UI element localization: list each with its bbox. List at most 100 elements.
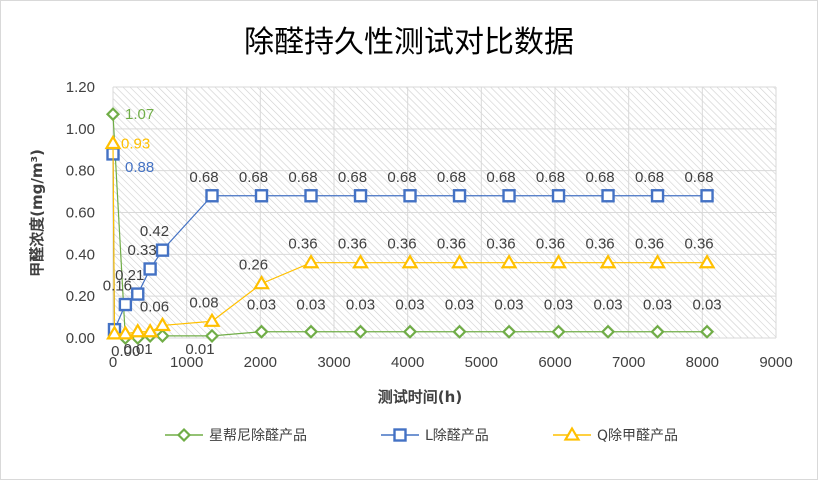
y-tick-label: 0.60 (66, 205, 95, 222)
data-point (402, 324, 418, 339)
legend-entry: Q除甲醛产品 (553, 426, 678, 444)
x-tick-label: 8000 (686, 354, 719, 371)
data-point (551, 189, 566, 203)
data-point (116, 325, 134, 340)
data-label: 0.36 (387, 236, 416, 253)
data-point (393, 428, 407, 442)
y-tick-labels: 0.00 0.20 0.40 0.60 0.80 1.00 1.20 (66, 79, 95, 347)
data-point (154, 316, 171, 332)
data-point (699, 324, 715, 339)
data-label: 0.16 (103, 278, 132, 295)
y-tick-label: 1.20 (66, 79, 95, 96)
series-group (104, 107, 716, 346)
data-point (600, 324, 616, 339)
data-point (302, 254, 320, 269)
y-tick-label: 0.40 (66, 246, 95, 263)
y-tick-label: 0.00 (66, 330, 95, 347)
data-point (204, 328, 220, 343)
legend-label: 星帮尼除醛产品 (209, 428, 307, 444)
data-point (451, 254, 468, 269)
data-label: 1.07 (125, 106, 154, 123)
legend-label: L除醛产品 (425, 428, 489, 444)
data-label: 0.21 (115, 267, 144, 284)
data-label: 0.68 (338, 169, 367, 186)
y-tick-label: 0.80 (66, 163, 95, 180)
data-label: 0.01 (124, 341, 153, 358)
data-label: 0.68 (288, 169, 317, 186)
data-point (303, 324, 319, 339)
data-point (106, 325, 123, 340)
data-point (155, 243, 170, 257)
legend-entry: 星帮尼除醛产品 (165, 427, 307, 444)
x-tick-label: 4000 (391, 354, 424, 371)
data-point (253, 274, 270, 290)
data-label: 0.36 (536, 236, 565, 253)
data-point (500, 254, 518, 269)
data-label: 0.03 (395, 297, 424, 314)
x-axis-label: 测试时间(h) (378, 388, 462, 406)
data-label: 0.68 (635, 169, 664, 186)
legend-entry: L除醛产品 (381, 428, 489, 444)
data-point (304, 189, 318, 203)
data-point (599, 254, 617, 269)
data-label: 0.42 (140, 223, 169, 240)
data-point (141, 323, 159, 338)
data-point (550, 254, 567, 269)
data-point (452, 324, 467, 339)
data-label: 0.68 (684, 169, 713, 186)
y-axis-label: 甲醛浓度(mg/m³) (28, 149, 46, 277)
gridlines (112, 86, 777, 339)
data-point (129, 323, 147, 338)
data-point (698, 254, 716, 269)
data-label: 0.36 (338, 236, 367, 253)
data-point (104, 134, 122, 150)
data-label: 0.03 (593, 297, 622, 314)
data-labels: 1.070.000.01 0.010.03 0.03 0.03 0.03 0.03 0.03… (103, 106, 722, 360)
data-point (155, 328, 170, 343)
series-square (106, 147, 714, 337)
data-label: 0.68 (536, 169, 565, 186)
data-point (601, 189, 615, 203)
data-point (203, 312, 221, 327)
x-tick-label: 1000 (170, 354, 203, 371)
data-label: 0.03 (643, 297, 672, 314)
x-tick-label: 5000 (465, 354, 498, 371)
legend: 星帮尼除醛产品 L除醛产品 Q除甲醛产品 (165, 426, 678, 444)
data-point (650, 324, 665, 339)
data-label: 0.03 (445, 297, 474, 314)
data-label: 0.68 (387, 169, 416, 186)
data-label: 0.06 (140, 298, 169, 315)
data-label: 0.00 (111, 343, 140, 360)
data-point (353, 324, 368, 339)
legend-label: Q除甲醛产品 (597, 428, 678, 444)
data-point (352, 254, 369, 269)
data-label: 0.36 (437, 236, 466, 253)
y-tick-label: 1.00 (66, 121, 95, 138)
data-label: 0.68 (437, 169, 466, 186)
data-point (254, 189, 269, 203)
data-point (176, 427, 192, 443)
x-tick-label: 3000 (317, 354, 350, 371)
y-tick-label: 0.20 (66, 288, 95, 305)
x-tick-label: 9000 (759, 354, 792, 371)
x-tick-labels: 0 1000 2000 3000 4000 5000 6000 7000 8000 9000 (109, 354, 793, 371)
data-label: 0.03 (296, 297, 325, 314)
data-point (551, 324, 566, 339)
data-point (105, 107, 121, 122)
data-point (205, 189, 219, 203)
data-point (254, 324, 269, 339)
data-label: 0.68 (585, 169, 614, 186)
data-label: 0.08 (189, 294, 218, 311)
x-tick-label: 0 (109, 354, 117, 371)
data-label: 0.88 (125, 159, 154, 176)
data-point (501, 324, 517, 339)
data-point (563, 426, 581, 441)
data-point (143, 262, 157, 276)
x-tick-label: 6000 (538, 354, 571, 371)
data-label: 0.03 (544, 297, 573, 314)
data-label: 0.03 (346, 297, 375, 314)
data-label: 0.68 (239, 169, 268, 186)
data-label: 0.68 (189, 169, 218, 186)
data-label: 0.36 (288, 236, 317, 253)
